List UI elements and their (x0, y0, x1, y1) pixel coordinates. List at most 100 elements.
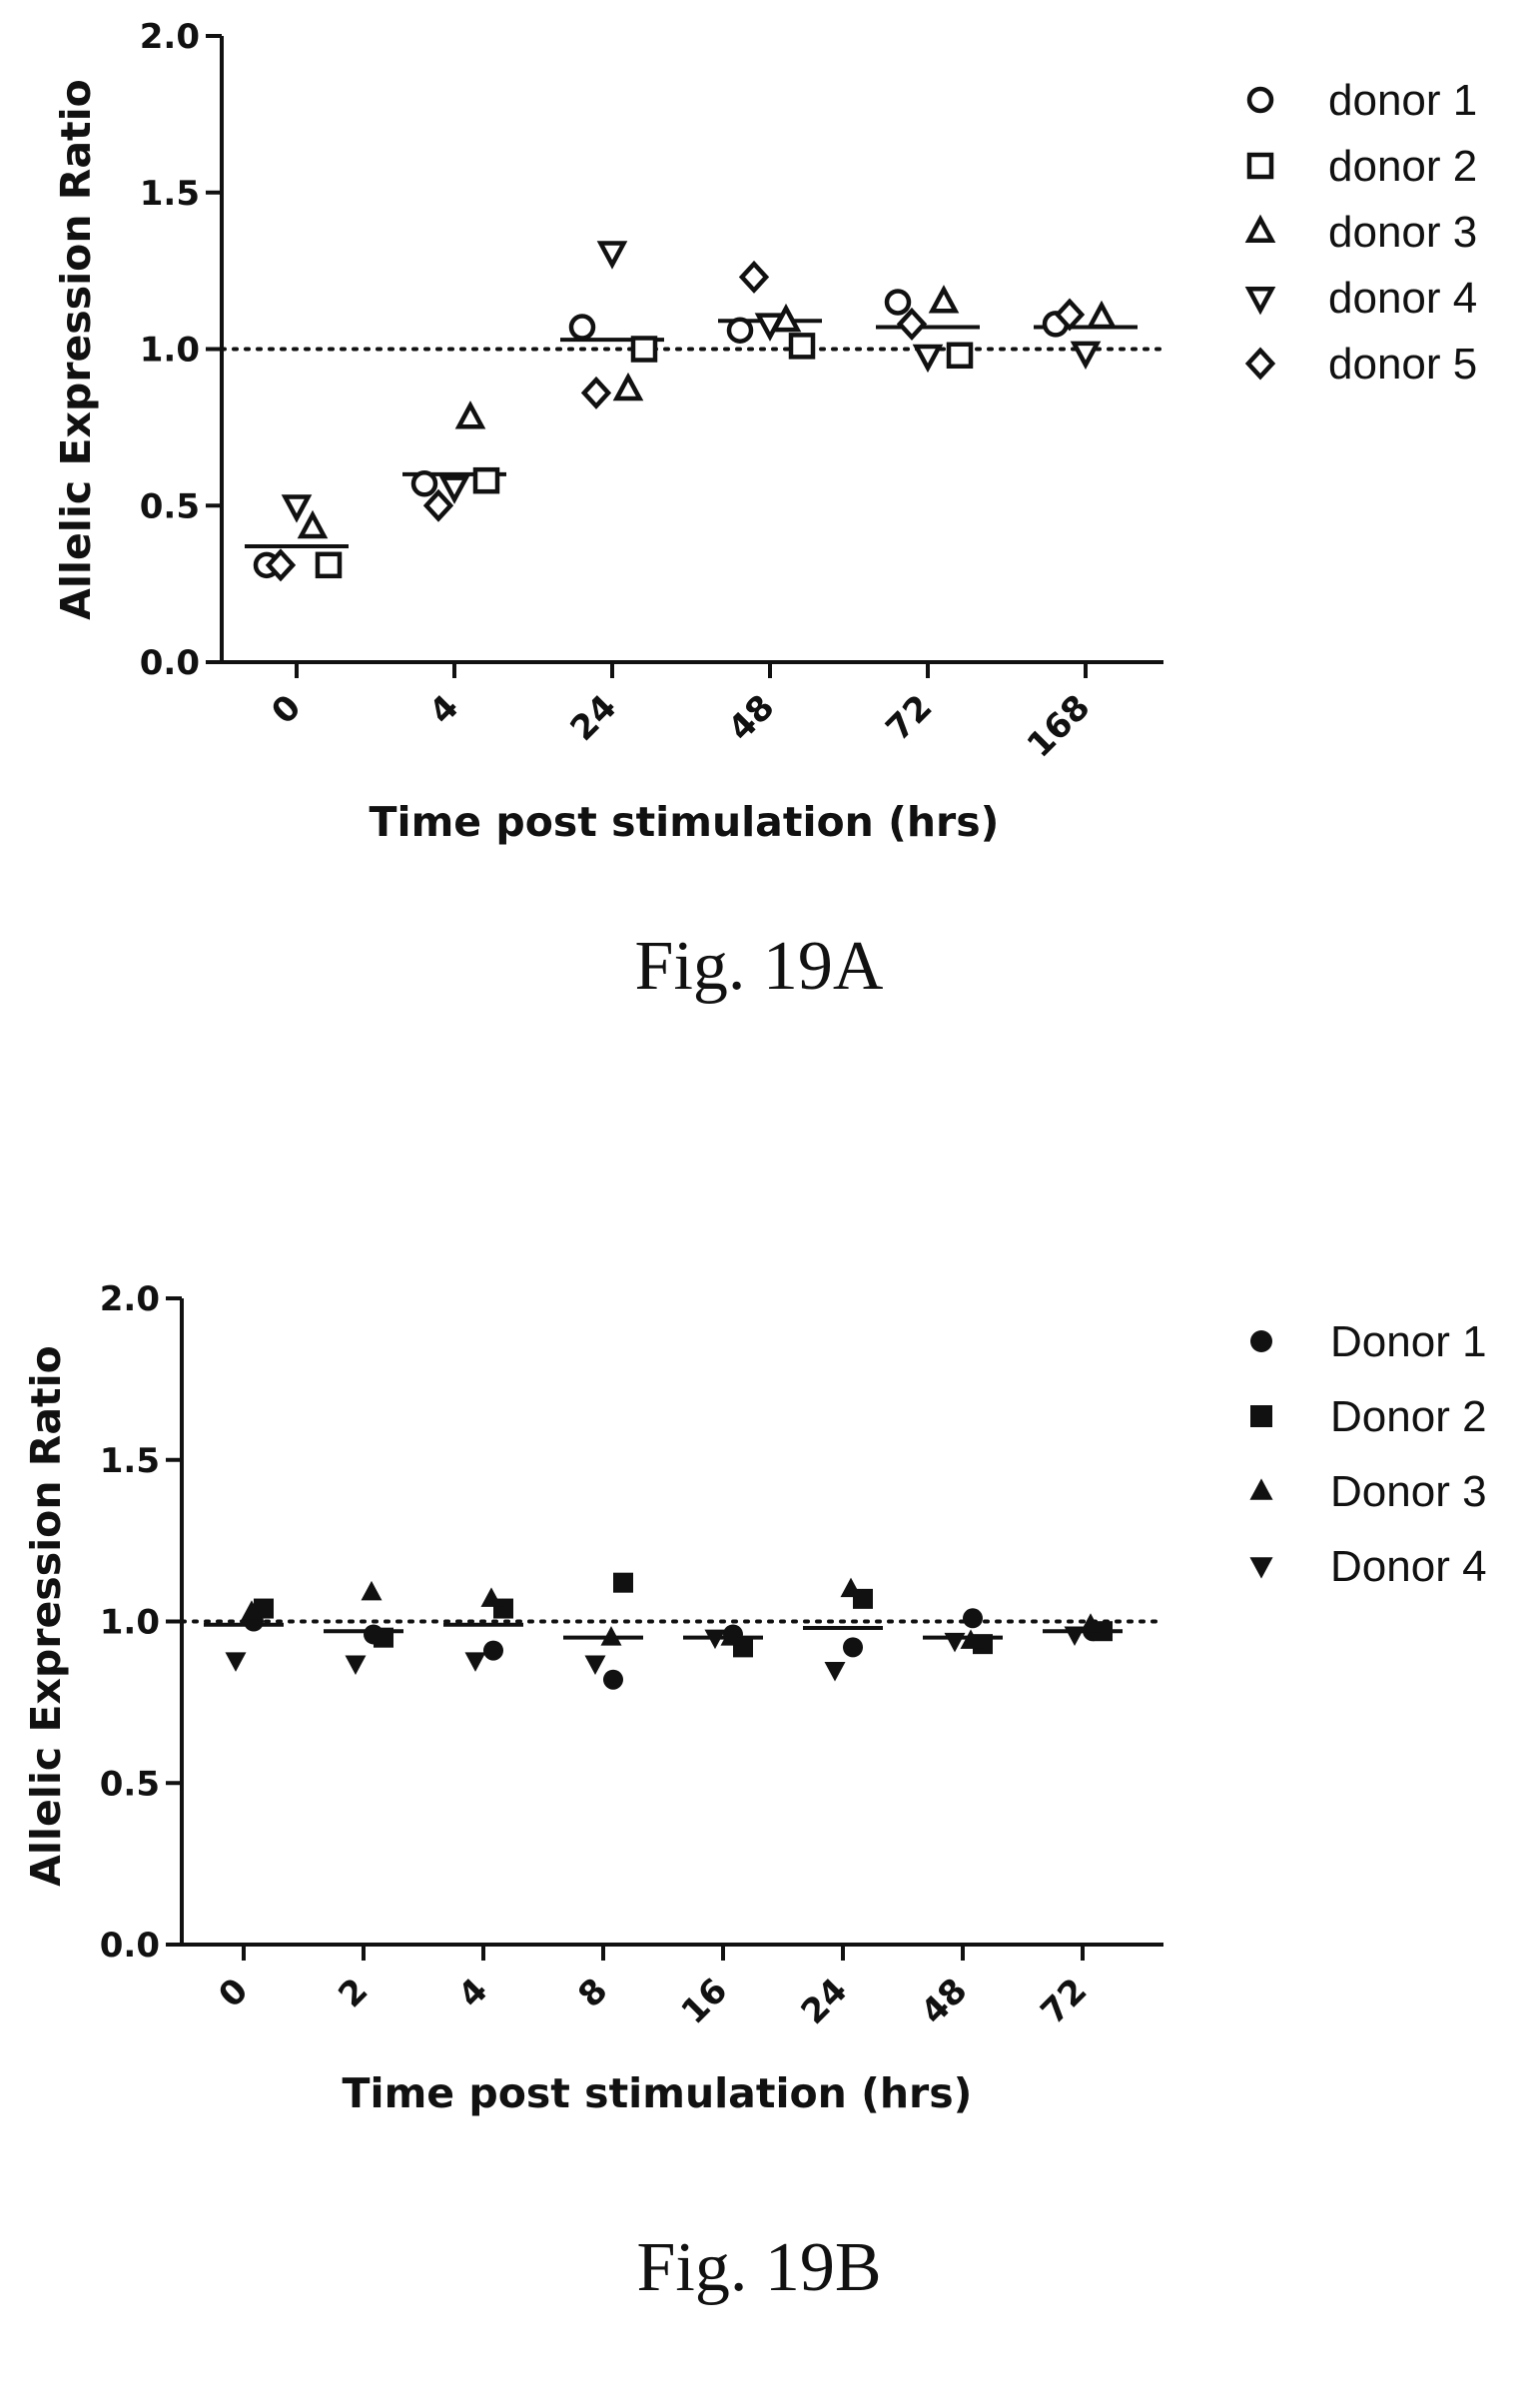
data-point-diamond (265, 548, 297, 582)
y-tick-label: 2.0 (140, 17, 200, 57)
data-point-triangle-down (464, 1652, 486, 1672)
y-tick-label: 0.5 (140, 486, 200, 526)
y-tick-label: 1.5 (100, 1441, 160, 1481)
data-point-square (788, 333, 816, 360)
data-point-square (630, 336, 658, 363)
legend-label: donor 4 (1328, 274, 1477, 323)
data-point-triangle-down (584, 1655, 606, 1676)
legend-label: donor 3 (1328, 208, 1477, 257)
x-tick-label: 72 (879, 687, 941, 749)
data-point-circle (884, 289, 912, 316)
y-axis-label: Allelic Expression Ratio (22, 1345, 70, 1887)
data-point-circle (726, 317, 754, 344)
x-tick-label: 2 (331, 1971, 376, 2015)
data-point-triangle-up (361, 1580, 383, 1601)
data-point-square (374, 1627, 393, 1648)
x-tick-label: 0 (211, 1971, 256, 2015)
legend-marker-circle (1246, 86, 1274, 114)
x-tick-label: 24 (794, 1971, 856, 2032)
x-tick-label: 16 (674, 1971, 736, 2032)
x-tick-label: 24 (563, 687, 625, 749)
legend-marker-triangle-down (1244, 286, 1276, 316)
data-point-square (946, 342, 974, 370)
x-tick-label: 4 (421, 687, 466, 732)
data-point-triangle-down (345, 1655, 367, 1676)
y-tick-label: 1.0 (140, 331, 200, 371)
data-point-diamond (422, 488, 454, 522)
legend-label: Donor 1 (1330, 1317, 1487, 1366)
data-point-triangle-down (912, 344, 944, 374)
data-point-triangle-down (754, 313, 786, 342)
data-point-triangle-down (944, 1632, 966, 1653)
data-point-diamond (1054, 298, 1086, 332)
y-axis-label: Allelic Expression Ratio (52, 79, 100, 620)
data-point-circle (843, 1637, 863, 1658)
data-point-triangle-up (1086, 300, 1118, 330)
data-point-triangle-down (824, 1662, 846, 1682)
legend-marker-square (1250, 1405, 1272, 1427)
figure-caption: Fig. 19B (636, 2229, 881, 2306)
y-tick-label: 0.0 (140, 643, 200, 683)
y-tick-label: 0.0 (100, 1926, 160, 1966)
chart-panel-a: 0.0 0.5 1.0 1.5 2.0 0 4 24 48 72 168 Time post stim… (52, 17, 1477, 1005)
data-point-triangle-up (960, 1629, 982, 1649)
legend-label: Donor 4 (1330, 1542, 1487, 1591)
x-tick-label: 8 (570, 1971, 615, 2015)
data-point-triangle-down (281, 494, 313, 523)
x-tick-label: 168 (1020, 687, 1098, 765)
data-point-triangle-up (241, 1600, 263, 1620)
data-point-circle (483, 1640, 503, 1661)
data-point-diamond (580, 376, 612, 409)
x-tick-label: 4 (450, 1971, 495, 2015)
x-axis-label: Time post stimulation (hrs) (343, 2069, 973, 2117)
data-point-circle (603, 1669, 623, 1690)
legend-marker-triangle-up (1249, 1478, 1273, 1500)
y-tick-label: 0.5 (100, 1764, 160, 1804)
data-point-triangle-up (454, 400, 486, 429)
y-tick-label: 1.5 (140, 174, 200, 214)
data-point-triangle-up (612, 372, 644, 401)
data-point-triangle-down (225, 1652, 247, 1672)
data-point-diamond (738, 260, 770, 294)
legend-label: Donor 2 (1330, 1392, 1487, 1441)
legend-label: Donor 3 (1330, 1467, 1487, 1516)
data-point-square (613, 1572, 633, 1593)
figure-caption: Fig. 19A (635, 928, 884, 1005)
data-point-square (973, 1634, 993, 1655)
legend-marker-square (1246, 152, 1274, 180)
legend-label: donor 1 (1328, 76, 1477, 125)
data-point-square (472, 466, 500, 494)
data-point-triangle-down (1070, 341, 1102, 371)
data-point-triangle-up (720, 1626, 742, 1646)
legend-marker-triangle-up (1244, 214, 1276, 244)
x-tick-label: 72 (1034, 1971, 1096, 2032)
legend-label: donor 2 (1328, 142, 1477, 191)
legend-marker-triangle-down (1249, 1557, 1273, 1579)
data-point-triangle-up (600, 1626, 622, 1646)
data-point-square (315, 551, 343, 579)
legend-marker-diamond (1244, 347, 1276, 381)
legend-label: donor 5 (1328, 340, 1477, 389)
data-point-triangle-down (596, 241, 628, 270)
data-point-circle (568, 314, 596, 341)
x-axis-label: Time post stimulation (hrs) (370, 798, 1000, 846)
x-tick-label: 48 (914, 1971, 976, 2032)
data-point-triangle-up (480, 1587, 502, 1607)
y-tick-label: 1.0 (100, 1603, 160, 1643)
data-point-diamond (896, 307, 928, 341)
data-point-triangle-down (438, 475, 470, 504)
data-point-circle (963, 1608, 983, 1629)
data-point-triangle-up (1080, 1613, 1102, 1633)
data-point-circle (410, 470, 438, 497)
data-point-triangle-up (297, 509, 329, 539)
x-tick-label: 48 (721, 687, 783, 749)
y-tick-label: 2.0 (100, 1279, 160, 1319)
data-point-triangle-down (704, 1629, 726, 1650)
data-point-triangle-down (1064, 1626, 1086, 1646)
x-tick-label: 0 (264, 687, 309, 732)
legend-marker-circle (1250, 1330, 1272, 1352)
data-point-triangle-up (840, 1577, 862, 1598)
data-point-triangle-up (928, 285, 960, 314)
